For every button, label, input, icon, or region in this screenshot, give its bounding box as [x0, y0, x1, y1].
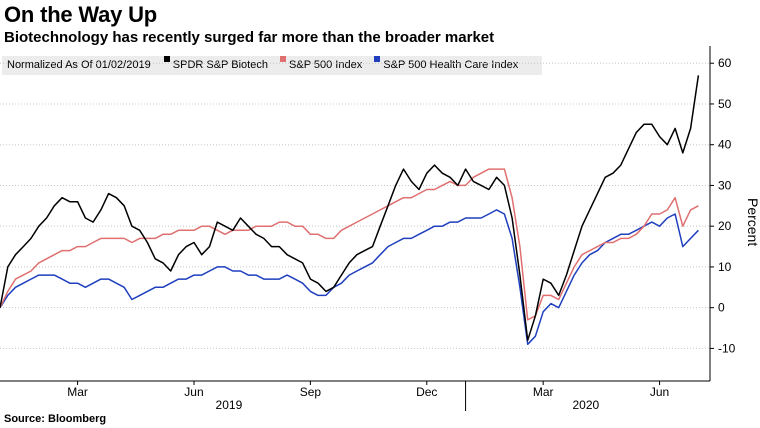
x-group-label: 2019: [216, 398, 243, 412]
legend-item-sp500: S&P 500 Index: [280, 56, 362, 75]
y-tick-label: 30: [718, 178, 732, 192]
y-tick-label: 50: [718, 97, 732, 111]
legend-swatch-biotech: [163, 56, 170, 62]
x-tick-label: Jun: [650, 385, 669, 399]
x-tick-label: Sep: [300, 385, 322, 399]
y-tick-label: 20: [718, 219, 732, 233]
y-tick-label: -10: [718, 341, 736, 355]
legend-item-biotech: SPDR S&P Biotech: [163, 56, 268, 75]
legend-swatch-healthcare: [374, 56, 381, 62]
series-line-sp500: [0, 168, 699, 321]
x-tick-label: Mar: [67, 385, 88, 399]
x-group-label: 2020: [572, 398, 599, 412]
source-note: Source: Bloomberg: [4, 413, 107, 425]
plot-area: -10 0 10 20 30 40 50 60 Percent Mar Jun Sep Dec Mar Ju…: [0, 46, 760, 412]
legend-label-healthcare: S&P 500 Health Care Index: [383, 59, 519, 71]
legend-normalization-note: Normalized As Of 01/02/2019: [7, 59, 151, 71]
legend-label-biotech: SPDR S&P Biotech: [172, 59, 268, 71]
x-tick-label: Dec: [416, 385, 437, 399]
y-tick-label: 0: [718, 301, 725, 315]
chart-title: On the Way Up: [4, 2, 158, 27]
x-tick-label: Mar: [533, 385, 554, 399]
legend-swatch-sp500: [280, 56, 287, 62]
y-tick-label: 10: [718, 260, 732, 274]
x-tick-label: Jun: [184, 385, 203, 399]
chart-legend: Normalized As Of 01/02/2019 SPDR S&P Bio…: [2, 56, 542, 75]
legend-label-sp500: S&P 500 Index: [289, 59, 363, 71]
series-line-biotech: [0, 75, 700, 342]
series-line-healthcare: [0, 209, 699, 346]
y-axis-title: Percent: [745, 198, 760, 246]
legend-item-healthcare: S&P 500 Health Care Index: [374, 56, 518, 75]
y-tick-label: 40: [718, 138, 732, 152]
chart-subtitle: Biotechnology has recently surged far mo…: [4, 29, 495, 46]
y-tick-label: 60: [718, 56, 732, 70]
